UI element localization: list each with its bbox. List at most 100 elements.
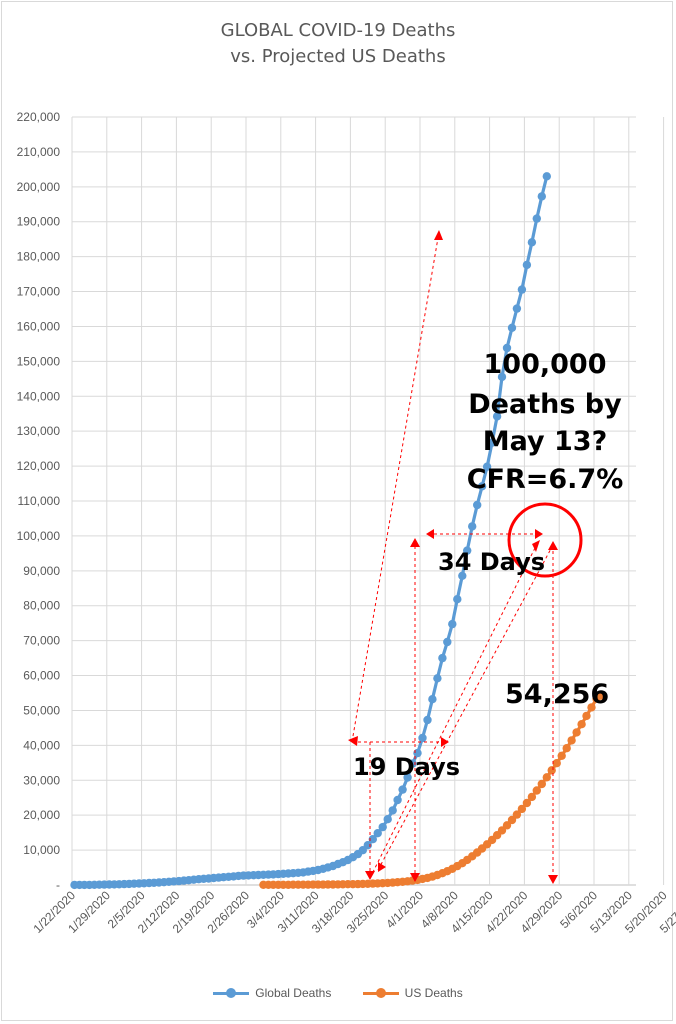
data-point-global bbox=[542, 172, 551, 181]
data-point-us bbox=[552, 759, 561, 768]
data-point-global bbox=[433, 674, 442, 683]
series-line-global bbox=[74, 175, 549, 887]
y-tick-label: 80,000 bbox=[23, 599, 60, 613]
data-point-global bbox=[398, 785, 407, 794]
data-point-us bbox=[537, 779, 546, 789]
arrow-head bbox=[548, 875, 558, 884]
us-value-label: 54,256 bbox=[505, 679, 609, 710]
data-point-us bbox=[507, 815, 517, 825]
y-tick-label: 20,000 bbox=[23, 808, 60, 822]
data-point-us bbox=[582, 711, 591, 721]
y-tick-label: 30,000 bbox=[23, 773, 60, 787]
chart-title-line-1: GLOBAL COVID-19 Deaths bbox=[220, 20, 456, 41]
series-line-us bbox=[263, 694, 603, 887]
data-point-us bbox=[502, 821, 512, 830]
data-point-global bbox=[408, 759, 417, 768]
projection-label-line-3: May 13? bbox=[483, 426, 608, 457]
data-point-global bbox=[393, 795, 402, 805]
data-point-global bbox=[438, 653, 447, 663]
y-tick-label: 180,000 bbox=[17, 250, 61, 264]
data-point-global bbox=[428, 695, 437, 704]
projection-label-line-2: Deaths by bbox=[468, 389, 622, 420]
y-tick-label: 150,000 bbox=[17, 354, 61, 368]
data-point-global bbox=[477, 482, 487, 491]
may-13-highlight-circle bbox=[507, 502, 583, 578]
data-point-us bbox=[532, 786, 541, 795]
data-point-global bbox=[443, 637, 452, 647]
y-tick-label: 70,000 bbox=[23, 634, 60, 648]
legend-label-global: Global Deaths bbox=[255, 986, 332, 1000]
data-point-global bbox=[388, 806, 397, 815]
y-tick-label: 110,000 bbox=[18, 494, 61, 508]
data-point-global bbox=[378, 822, 387, 832]
y-axis: - 10,000 20,000 30,000 40,000 50,000 60,000 70,… bbox=[17, 110, 61, 892]
data-point-global bbox=[458, 571, 467, 580]
arrow-head bbox=[426, 529, 434, 539]
arrow-head bbox=[348, 736, 358, 746]
y-tick-label: 190,000 bbox=[17, 215, 61, 229]
legend-swatch-us bbox=[362, 988, 399, 998]
y-tick-label: 130,000 bbox=[17, 424, 61, 438]
data-point-global bbox=[527, 238, 537, 247]
days-19-label: 19 Days bbox=[353, 753, 460, 781]
arrow-us-projection-1 bbox=[369, 541, 539, 879]
data-point-us bbox=[522, 798, 532, 808]
data-point-global bbox=[497, 372, 507, 382]
data-point-global bbox=[363, 841, 372, 850]
y-tick-label: 40,000 bbox=[23, 738, 60, 752]
y-tick-label: - bbox=[56, 878, 60, 892]
data-point-global bbox=[368, 835, 377, 844]
arrow-head bbox=[378, 862, 386, 872]
y-tick-label: 210,000 bbox=[17, 145, 61, 159]
legend: Global Deaths US Deaths bbox=[0, 986, 676, 1001]
data-point-global bbox=[507, 323, 517, 332]
data-point-global bbox=[492, 412, 502, 421]
data-point-us bbox=[567, 736, 576, 745]
data-point-global bbox=[532, 214, 541, 223]
arrow-head bbox=[548, 541, 558, 550]
arrow-head bbox=[532, 540, 540, 552]
data-point-us bbox=[562, 744, 571, 753]
data-point-global bbox=[403, 773, 412, 782]
data-point-us bbox=[512, 810, 522, 819]
y-tick-label: 60,000 bbox=[23, 669, 60, 683]
arrow-us-projection-2 bbox=[377, 544, 554, 871]
projection-label-line-4: CFR=6.7% bbox=[467, 464, 624, 495]
data-point-global bbox=[373, 829, 382, 838]
chart-title-line-2: vs. Projected US Deaths bbox=[230, 46, 446, 67]
data-point-global bbox=[473, 500, 482, 510]
arrow-head bbox=[434, 230, 443, 240]
data-point-global bbox=[517, 285, 527, 294]
arrow-head bbox=[365, 871, 375, 880]
grid-lines bbox=[71, 116, 665, 886]
y-tick-label: 100,000 bbox=[17, 529, 61, 543]
arrow-head bbox=[410, 538, 420, 547]
data-point-us bbox=[547, 766, 556, 775]
data-point-global bbox=[468, 522, 477, 531]
projection-arrows bbox=[351, 231, 554, 880]
data-point-global bbox=[502, 343, 512, 353]
legend-swatch-global bbox=[213, 988, 250, 998]
data-point-global bbox=[482, 462, 492, 471]
data-point-us bbox=[577, 720, 586, 729]
series-layer bbox=[70, 172, 606, 890]
y-tick-label: 170,000 bbox=[17, 285, 61, 299]
annotations: 100,000 Deaths by May 13? CFR=6.7% 34 Da… bbox=[348, 230, 623, 884]
data-point-global bbox=[512, 304, 522, 313]
data-point-us bbox=[557, 751, 566, 760]
legend-item-global: Global Deaths bbox=[213, 986, 331, 1000]
data-point-us bbox=[597, 691, 606, 700]
y-tick-label: 50,000 bbox=[23, 703, 60, 717]
arrow-heads bbox=[348, 230, 558, 884]
arrow-head bbox=[535, 529, 543, 539]
data-point-global bbox=[448, 619, 457, 629]
data-point-global bbox=[383, 815, 392, 824]
arrow-global-projection bbox=[351, 231, 440, 743]
data-point-global bbox=[463, 546, 472, 555]
data-point-us bbox=[572, 728, 581, 737]
arrow-head bbox=[441, 737, 449, 747]
y-tick-label: 90,000 bbox=[23, 564, 60, 578]
data-point-global bbox=[423, 715, 432, 725]
x-axis: 1/22/20201/29/20202/5/20202/12/20202/19/… bbox=[30, 888, 676, 936]
